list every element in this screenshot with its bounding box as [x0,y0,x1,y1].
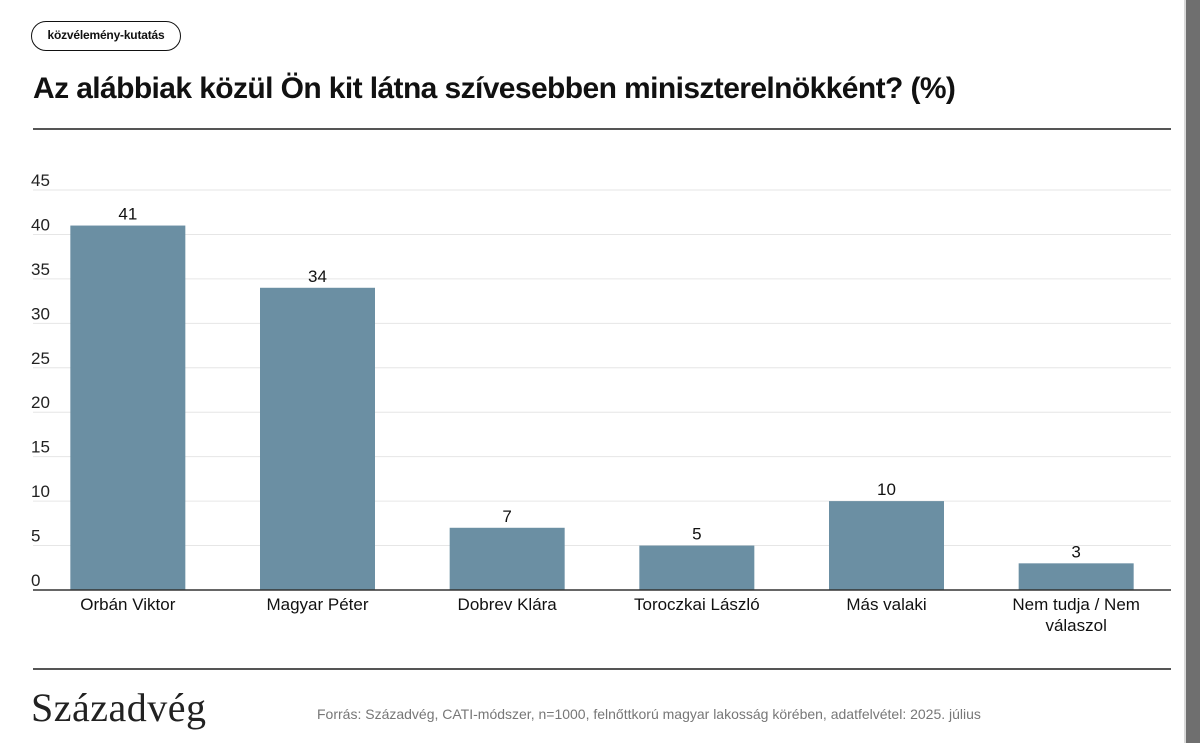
data-label: 34 [308,267,327,286]
x-tick-label: Toroczkai László [634,595,760,614]
y-tick-label: 5 [31,527,40,546]
y-tick-label: 25 [31,349,50,368]
x-tick-label: Orbán Viktor [80,595,175,614]
x-tick-label: Más valaki [846,595,926,614]
y-tick-label: 40 [31,215,50,234]
x-tick-label: Nem tudja / Nem válaszol [1012,595,1140,635]
y-tick-label: 30 [31,304,50,323]
category-tag[interactable]: közvélemény-kutatás [31,21,181,51]
chart-title: Az alábbiak közül Ön kit látna szívesebb… [33,72,956,105]
source-note: Forrás: Századvég, CATI-módszer, n=1000,… [317,706,981,722]
data-label: 41 [118,205,137,224]
y-tick-label: 15 [31,438,50,457]
bar [70,225,186,591]
bar-chart: 0 5 10 15 20 25 30 35 40 45 41 34 7 5 10 3 Orbán Viktor M… [31,171,1171,635]
bar [639,545,755,590]
top-divider [33,128,1171,130]
bottom-divider [33,668,1171,670]
bar [449,527,565,590]
y-tick-label: 45 [31,171,50,190]
y-tick-label: 0 [31,571,40,590]
data-label: 5 [692,525,701,544]
bar [1018,563,1134,590]
x-tick-label: Dobrev Klára [458,595,558,614]
window-edge [1186,0,1200,743]
y-tick-label: 10 [31,482,50,501]
brand-logo: Századvég [31,685,207,730]
data-label: 7 [502,507,511,526]
y-tick-label: 20 [31,393,50,412]
bar [260,287,375,590]
y-tick-label: 35 [31,260,50,279]
x-tick-label: Magyar Péter [266,595,368,614]
window-edge-highlight [1184,0,1186,743]
data-label: 10 [877,480,896,499]
data-label: 3 [1071,542,1080,561]
bar [829,501,944,590]
